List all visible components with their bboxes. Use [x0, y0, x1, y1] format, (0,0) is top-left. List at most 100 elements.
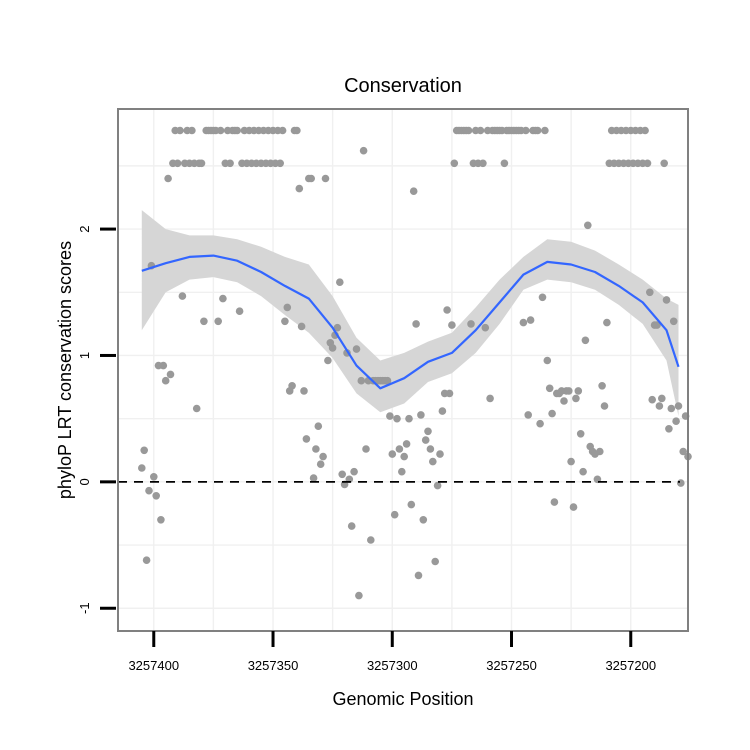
data-point: [297, 322, 306, 331]
data-point: [429, 457, 437, 466]
data-point: [386, 412, 394, 420]
data-point: [536, 419, 544, 428]
data-point: [300, 387, 308, 395]
data-point: [643, 159, 652, 168]
data-point: [409, 187, 418, 195]
data-point: [173, 159, 182, 168]
data-point: [538, 293, 547, 302]
data-point: [584, 221, 592, 230]
data-point: [316, 460, 325, 469]
data-point: [464, 126, 473, 135]
data-point: [302, 435, 311, 443]
data-point: [481, 323, 490, 332]
data-point: [219, 294, 227, 303]
data-point: [321, 174, 330, 183]
data-point: [319, 452, 327, 461]
data-point: [276, 159, 285, 168]
data-point: [295, 184, 304, 193]
data-point: [164, 174, 172, 183]
data-point: [572, 394, 580, 403]
data-point: [393, 414, 401, 423]
data-point: [145, 486, 153, 495]
x-tick-label: 3257250: [486, 658, 537, 673]
x-tick-label: 3257400: [128, 658, 179, 673]
data-point: [307, 174, 316, 183]
data-point: [550, 498, 559, 506]
data-point: [407, 500, 416, 509]
data-point: [467, 320, 475, 328]
data-point: [412, 320, 420, 328]
data-point: [679, 447, 687, 456]
data-point: [658, 394, 666, 403]
data-point: [159, 361, 168, 370]
data-point: [312, 445, 320, 453]
data-point: [355, 591, 363, 600]
data-point: [359, 146, 368, 155]
x-tick-label: 3257300: [367, 658, 418, 673]
data-point: [655, 402, 664, 410]
data-point: [674, 402, 683, 410]
data-point: [596, 447, 604, 456]
data-point: [314, 422, 323, 431]
data-point: [646, 288, 654, 297]
data-point: [548, 409, 556, 418]
data-point: [138, 464, 146, 472]
data-point: [565, 387, 573, 395]
data-point: [328, 344, 337, 352]
data-point: [142, 556, 151, 564]
data-point: [278, 126, 287, 135]
data-point: [347, 522, 356, 530]
data-point: [398, 467, 406, 476]
data-point: [486, 394, 494, 403]
data-point: [431, 557, 440, 566]
data-point: [476, 126, 485, 135]
data-point: [576, 430, 585, 438]
data-point: [665, 425, 673, 433]
data-point: [448, 321, 456, 329]
y-tick-label: -1: [77, 602, 92, 614]
data-point: [598, 382, 606, 390]
data-point: [581, 336, 590, 345]
data-point: [424, 427, 432, 436]
data-point: [445, 389, 454, 398]
data-point: [603, 318, 611, 327]
data-point: [197, 159, 206, 168]
data-point: [641, 126, 649, 135]
data-point: [667, 404, 676, 413]
data-point: [660, 159, 668, 168]
data-point: [426, 445, 435, 453]
data-point: [524, 411, 532, 419]
data-point: [522, 126, 530, 135]
confidence-ribbon: [141, 210, 679, 417]
data-point: [569, 503, 578, 511]
data-point: [176, 126, 184, 135]
data-point: [192, 404, 201, 413]
data-point: [333, 323, 342, 332]
data-point: [395, 445, 404, 453]
x-tick-label: 3257350: [248, 658, 299, 673]
y-tick-label: 2: [77, 225, 92, 232]
data-point: [600, 402, 609, 410]
data-point: [362, 445, 370, 453]
data-point: [233, 126, 241, 135]
data-point: [669, 317, 678, 326]
data-point: [338, 470, 347, 479]
data-point: [161, 376, 170, 385]
data-point: [543, 356, 552, 365]
y-axis-label: phyloP LRT conservation scores: [55, 241, 75, 499]
data-point: [367, 536, 375, 544]
data-point: [500, 159, 509, 168]
data-point: [677, 479, 685, 487]
data-point: [140, 446, 148, 455]
data-point: [188, 126, 196, 135]
data-point: [235, 307, 244, 316]
data-point: [419, 516, 428, 524]
data-point: [336, 278, 344, 287]
data-point: [388, 450, 397, 458]
data-point: [390, 510, 399, 519]
data-point: [293, 126, 301, 135]
data-point: [216, 126, 225, 135]
data-point: [662, 296, 671, 304]
data-point: [479, 159, 487, 168]
data-point: [150, 473, 158, 481]
